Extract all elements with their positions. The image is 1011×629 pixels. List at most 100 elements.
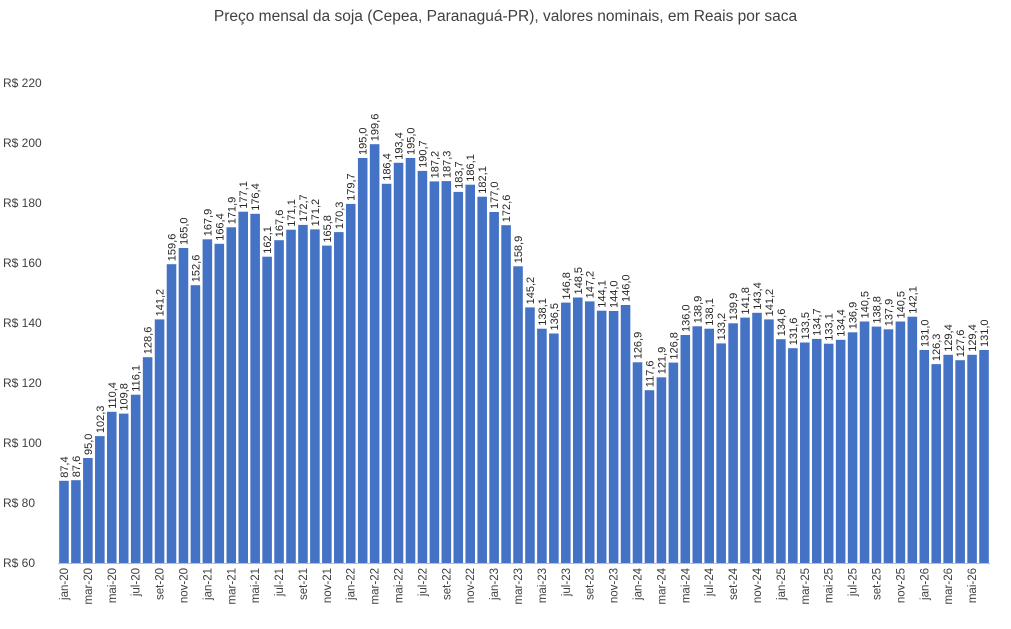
x-tick-label: jul-22	[417, 568, 429, 597]
x-tick-label: nov-24	[752, 567, 764, 603]
bar	[345, 203, 356, 563]
bar	[979, 350, 989, 563]
x-tick-label: jan-26	[919, 568, 931, 601]
bar	[381, 183, 392, 564]
data-label: 186,1	[465, 154, 477, 182]
bar	[608, 311, 619, 563]
bar	[596, 310, 607, 563]
x-tick-label: nov-25	[895, 568, 907, 603]
bar	[895, 321, 906, 563]
y-tick-label: R$ 180	[3, 196, 42, 210]
data-label: 136,9	[848, 302, 860, 330]
x-tick-label: mai-26	[967, 568, 979, 603]
x-tick-label: mai-20	[107, 568, 119, 603]
data-label: 158,9	[513, 236, 525, 264]
bar	[931, 364, 942, 563]
bar	[788, 348, 798, 563]
x-tick-label: mai-25	[824, 568, 836, 603]
data-label: 187,3	[441, 151, 453, 179]
data-label: 193,4	[394, 132, 406, 160]
data-label: 171,2	[310, 199, 322, 227]
bar	[334, 232, 344, 563]
data-label: 182,1	[477, 166, 489, 194]
data-label: 147,2	[585, 271, 597, 299]
data-label: 117,6	[644, 360, 656, 387]
bar	[680, 335, 691, 563]
data-label: 126,3	[931, 334, 943, 362]
x-tick-label: jan-23	[489, 568, 501, 601]
data-label: 165,0	[178, 217, 190, 245]
bar	[429, 181, 440, 563]
data-label: 133,1	[824, 313, 836, 341]
bar	[632, 362, 643, 563]
bar	[847, 332, 858, 563]
data-label: 159,6	[167, 234, 179, 262]
bar	[764, 319, 774, 563]
data-label: 126,9	[633, 332, 645, 360]
data-label: 121,9	[656, 347, 668, 375]
data-label: 176,4	[250, 183, 262, 211]
bar	[644, 390, 655, 563]
data-label: 144,0	[609, 280, 621, 308]
bar	[572, 297, 583, 563]
data-label: 87,6	[71, 456, 83, 477]
bar	[859, 321, 870, 563]
data-label: 186,4	[382, 153, 394, 181]
bar	[226, 227, 237, 564]
bar	[967, 354, 977, 563]
bar	[369, 144, 380, 563]
x-axis: jan-20 mar-20 mai-20 jul-20 set-20 nov-20 jan-…	[59, 567, 979, 604]
data-label: 138,8	[871, 296, 883, 324]
data-label: 131,0	[979, 319, 991, 347]
x-tick-label: jan-24	[633, 567, 645, 601]
x-tick-label: set-22	[441, 568, 453, 600]
x-tick-label: mai-24	[680, 567, 692, 603]
x-tick-label: jan-21	[202, 568, 214, 601]
data-label: 129,4	[967, 324, 979, 352]
bar	[811, 338, 822, 563]
y-axis: R$ 60 R$ 80 R$ 100 R$ 120 R$ 140 R$ 160 R$ 180…	[3, 76, 42, 570]
data-label: 127,6	[955, 330, 967, 358]
y-tick-label: R$ 140	[3, 316, 42, 330]
bar	[477, 196, 487, 563]
bar	[883, 329, 894, 563]
data-label: 172,7	[298, 194, 310, 222]
x-tick-label: mai-21	[250, 568, 262, 603]
data-label: 126,8	[668, 332, 680, 360]
data-label: 177,1	[238, 181, 250, 209]
bar	[190, 285, 201, 563]
y-tick-label: R$ 80	[3, 496, 35, 510]
data-label: 146,0	[621, 274, 633, 302]
data-label: 138,1	[704, 298, 716, 326]
data-label: 195,0	[405, 127, 417, 155]
data-label: 134,7	[812, 308, 824, 336]
data-label: 131,0	[919, 319, 931, 347]
bar	[238, 211, 248, 563]
bar	[704, 328, 714, 563]
bar	[776, 339, 786, 563]
data-label: 141,2	[155, 289, 167, 317]
bar	[417, 170, 428, 563]
bar	[262, 256, 272, 563]
data-label: 167,9	[202, 209, 214, 237]
data-label: 140,5	[895, 291, 907, 319]
bar	[823, 343, 834, 563]
x-tick-label: mar-22	[370, 568, 382, 604]
data-label: 133,5	[800, 312, 812, 340]
bar	[142, 357, 153, 563]
bar	[835, 339, 846, 563]
data-label: 134,4	[836, 309, 848, 337]
data-label: 171,9	[226, 197, 238, 225]
bar	[83, 458, 93, 563]
y-tick-label: R$ 160	[3, 256, 42, 270]
x-tick-label: jul-21	[274, 568, 286, 597]
x-tick-label: jul-23	[561, 568, 573, 597]
data-label: 148,5	[573, 267, 585, 295]
bar	[250, 213, 260, 564]
data-label: 102,3	[95, 406, 107, 434]
x-tick-label: nov-21	[322, 568, 334, 603]
bar	[357, 158, 368, 563]
data-label: 167,6	[274, 210, 286, 238]
bar	[59, 480, 69, 563]
